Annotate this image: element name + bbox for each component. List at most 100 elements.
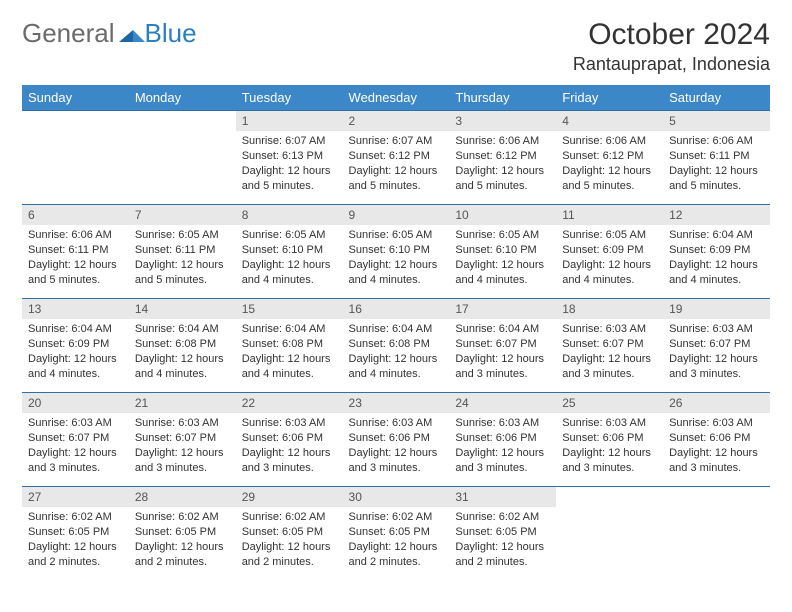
- daylight-text: Daylight: 12 hours and 5 minutes.: [135, 258, 230, 288]
- sunrise-text: Sunrise: 6:06 AM: [28, 228, 123, 243]
- sunset-text: Sunset: 6:07 PM: [562, 337, 657, 352]
- daylight-text: Daylight: 12 hours and 4 minutes.: [242, 258, 337, 288]
- sunrise-text: Sunrise: 6:03 AM: [669, 322, 764, 337]
- sunset-text: Sunset: 6:06 PM: [242, 431, 337, 446]
- day-cell: [663, 487, 770, 581]
- day-number: 30: [343, 487, 450, 507]
- day-content: Sunrise: 6:04 AMSunset: 6:08 PMDaylight:…: [343, 319, 450, 385]
- day-content: Sunrise: 6:03 AMSunset: 6:06 PMDaylight:…: [236, 413, 343, 479]
- sunrise-text: Sunrise: 6:04 AM: [28, 322, 123, 337]
- sunrise-text: Sunrise: 6:07 AM: [349, 134, 444, 149]
- sunset-text: Sunset: 6:10 PM: [349, 243, 444, 258]
- day-content: Sunrise: 6:06 AMSunset: 6:12 PMDaylight:…: [556, 131, 663, 197]
- day-content: Sunrise: 6:05 AMSunset: 6:09 PMDaylight:…: [556, 225, 663, 291]
- sunrise-text: Sunrise: 6:05 AM: [135, 228, 230, 243]
- daylight-text: Daylight: 12 hours and 5 minutes.: [669, 164, 764, 194]
- day-header: Monday: [129, 85, 236, 111]
- sunset-text: Sunset: 6:05 PM: [135, 525, 230, 540]
- daylight-text: Daylight: 12 hours and 2 minutes.: [455, 540, 550, 570]
- day-header: Saturday: [663, 85, 770, 111]
- daylight-text: Daylight: 12 hours and 5 minutes.: [28, 258, 123, 288]
- sunset-text: Sunset: 6:11 PM: [669, 149, 764, 164]
- day-content: Sunrise: 6:03 AMSunset: 6:06 PMDaylight:…: [663, 413, 770, 479]
- sunset-text: Sunset: 6:09 PM: [562, 243, 657, 258]
- day-content: Sunrise: 6:04 AMSunset: 6:07 PMDaylight:…: [449, 319, 556, 385]
- daylight-text: Daylight: 12 hours and 4 minutes.: [135, 352, 230, 382]
- day-cell: 3Sunrise: 6:06 AMSunset: 6:12 PMDaylight…: [449, 111, 556, 205]
- daylight-text: Daylight: 12 hours and 4 minutes.: [349, 352, 444, 382]
- day-number: 12: [663, 205, 770, 225]
- sunrise-text: Sunrise: 6:02 AM: [349, 510, 444, 525]
- day-content: Sunrise: 6:06 AMSunset: 6:12 PMDaylight:…: [449, 131, 556, 197]
- sunrise-text: Sunrise: 6:05 AM: [562, 228, 657, 243]
- sunrise-text: Sunrise: 6:03 AM: [349, 416, 444, 431]
- day-cell: 12Sunrise: 6:04 AMSunset: 6:09 PMDayligh…: [663, 205, 770, 299]
- day-number: 3: [449, 111, 556, 131]
- sunrise-text: Sunrise: 6:06 AM: [455, 134, 550, 149]
- week-row: 6Sunrise: 6:06 AMSunset: 6:11 PMDaylight…: [22, 205, 770, 299]
- sunset-text: Sunset: 6:11 PM: [135, 243, 230, 258]
- daylight-text: Daylight: 12 hours and 3 minutes.: [669, 352, 764, 382]
- day-content: Sunrise: 6:03 AMSunset: 6:06 PMDaylight:…: [449, 413, 556, 479]
- daylight-text: Daylight: 12 hours and 4 minutes.: [455, 258, 550, 288]
- daylight-text: Daylight: 12 hours and 2 minutes.: [135, 540, 230, 570]
- day-number: 4: [556, 111, 663, 131]
- daylight-text: Daylight: 12 hours and 5 minutes.: [455, 164, 550, 194]
- daylight-text: Daylight: 12 hours and 5 minutes.: [349, 164, 444, 194]
- day-cell: 1Sunrise: 6:07 AMSunset: 6:13 PMDaylight…: [236, 111, 343, 205]
- day-header: Tuesday: [236, 85, 343, 111]
- sunrise-text: Sunrise: 6:03 AM: [242, 416, 337, 431]
- day-cell: [129, 111, 236, 205]
- day-content: Sunrise: 6:05 AMSunset: 6:11 PMDaylight:…: [129, 225, 236, 291]
- logo-word1: General: [22, 18, 115, 49]
- day-header: Friday: [556, 85, 663, 111]
- sunset-text: Sunset: 6:05 PM: [455, 525, 550, 540]
- day-content: Sunrise: 6:04 AMSunset: 6:09 PMDaylight:…: [22, 319, 129, 385]
- sunrise-text: Sunrise: 6:05 AM: [242, 228, 337, 243]
- day-content: Sunrise: 6:05 AMSunset: 6:10 PMDaylight:…: [449, 225, 556, 291]
- day-number: 18: [556, 299, 663, 319]
- daylight-text: Daylight: 12 hours and 4 minutes.: [28, 352, 123, 382]
- day-header: Sunday: [22, 85, 129, 111]
- day-cell: 7Sunrise: 6:05 AMSunset: 6:11 PMDaylight…: [129, 205, 236, 299]
- day-cell: 20Sunrise: 6:03 AMSunset: 6:07 PMDayligh…: [22, 393, 129, 487]
- daylight-text: Daylight: 12 hours and 5 minutes.: [562, 164, 657, 194]
- daylight-text: Daylight: 12 hours and 3 minutes.: [242, 446, 337, 476]
- sunset-text: Sunset: 6:05 PM: [349, 525, 444, 540]
- daylight-text: Daylight: 12 hours and 4 minutes.: [669, 258, 764, 288]
- day-cell: 16Sunrise: 6:04 AMSunset: 6:08 PMDayligh…: [343, 299, 450, 393]
- day-header: Wednesday: [343, 85, 450, 111]
- day-number: 6: [22, 205, 129, 225]
- daylight-text: Daylight: 12 hours and 2 minutes.: [349, 540, 444, 570]
- sunset-text: Sunset: 6:08 PM: [135, 337, 230, 352]
- day-number: 22: [236, 393, 343, 413]
- daylight-text: Daylight: 12 hours and 3 minutes.: [455, 446, 550, 476]
- day-number: 14: [129, 299, 236, 319]
- day-cell: 10Sunrise: 6:05 AMSunset: 6:10 PMDayligh…: [449, 205, 556, 299]
- day-cell: 5Sunrise: 6:06 AMSunset: 6:11 PMDaylight…: [663, 111, 770, 205]
- day-number: 29: [236, 487, 343, 507]
- day-content: Sunrise: 6:03 AMSunset: 6:07 PMDaylight:…: [129, 413, 236, 479]
- day-number: 5: [663, 111, 770, 131]
- sunset-text: Sunset: 6:11 PM: [28, 243, 123, 258]
- daylight-text: Daylight: 12 hours and 5 minutes.: [242, 164, 337, 194]
- day-cell: 13Sunrise: 6:04 AMSunset: 6:09 PMDayligh…: [22, 299, 129, 393]
- day-header: Thursday: [449, 85, 556, 111]
- day-cell: 22Sunrise: 6:03 AMSunset: 6:06 PMDayligh…: [236, 393, 343, 487]
- day-header-row: SundayMondayTuesdayWednesdayThursdayFrid…: [22, 85, 770, 111]
- day-number: 16: [343, 299, 450, 319]
- week-row: 27Sunrise: 6:02 AMSunset: 6:05 PMDayligh…: [22, 487, 770, 581]
- day-number: 8: [236, 205, 343, 225]
- day-content: Sunrise: 6:03 AMSunset: 6:06 PMDaylight:…: [343, 413, 450, 479]
- sunrise-text: Sunrise: 6:04 AM: [669, 228, 764, 243]
- logo-word2: Blue: [145, 18, 197, 49]
- day-content: Sunrise: 6:04 AMSunset: 6:08 PMDaylight:…: [129, 319, 236, 385]
- day-number: 23: [343, 393, 450, 413]
- daylight-text: Daylight: 12 hours and 4 minutes.: [349, 258, 444, 288]
- day-cell: 25Sunrise: 6:03 AMSunset: 6:06 PMDayligh…: [556, 393, 663, 487]
- day-cell: 27Sunrise: 6:02 AMSunset: 6:05 PMDayligh…: [22, 487, 129, 581]
- day-content: Sunrise: 6:03 AMSunset: 6:06 PMDaylight:…: [556, 413, 663, 479]
- sunset-text: Sunset: 6:10 PM: [455, 243, 550, 258]
- day-content: Sunrise: 6:05 AMSunset: 6:10 PMDaylight:…: [343, 225, 450, 291]
- sunrise-text: Sunrise: 6:02 AM: [135, 510, 230, 525]
